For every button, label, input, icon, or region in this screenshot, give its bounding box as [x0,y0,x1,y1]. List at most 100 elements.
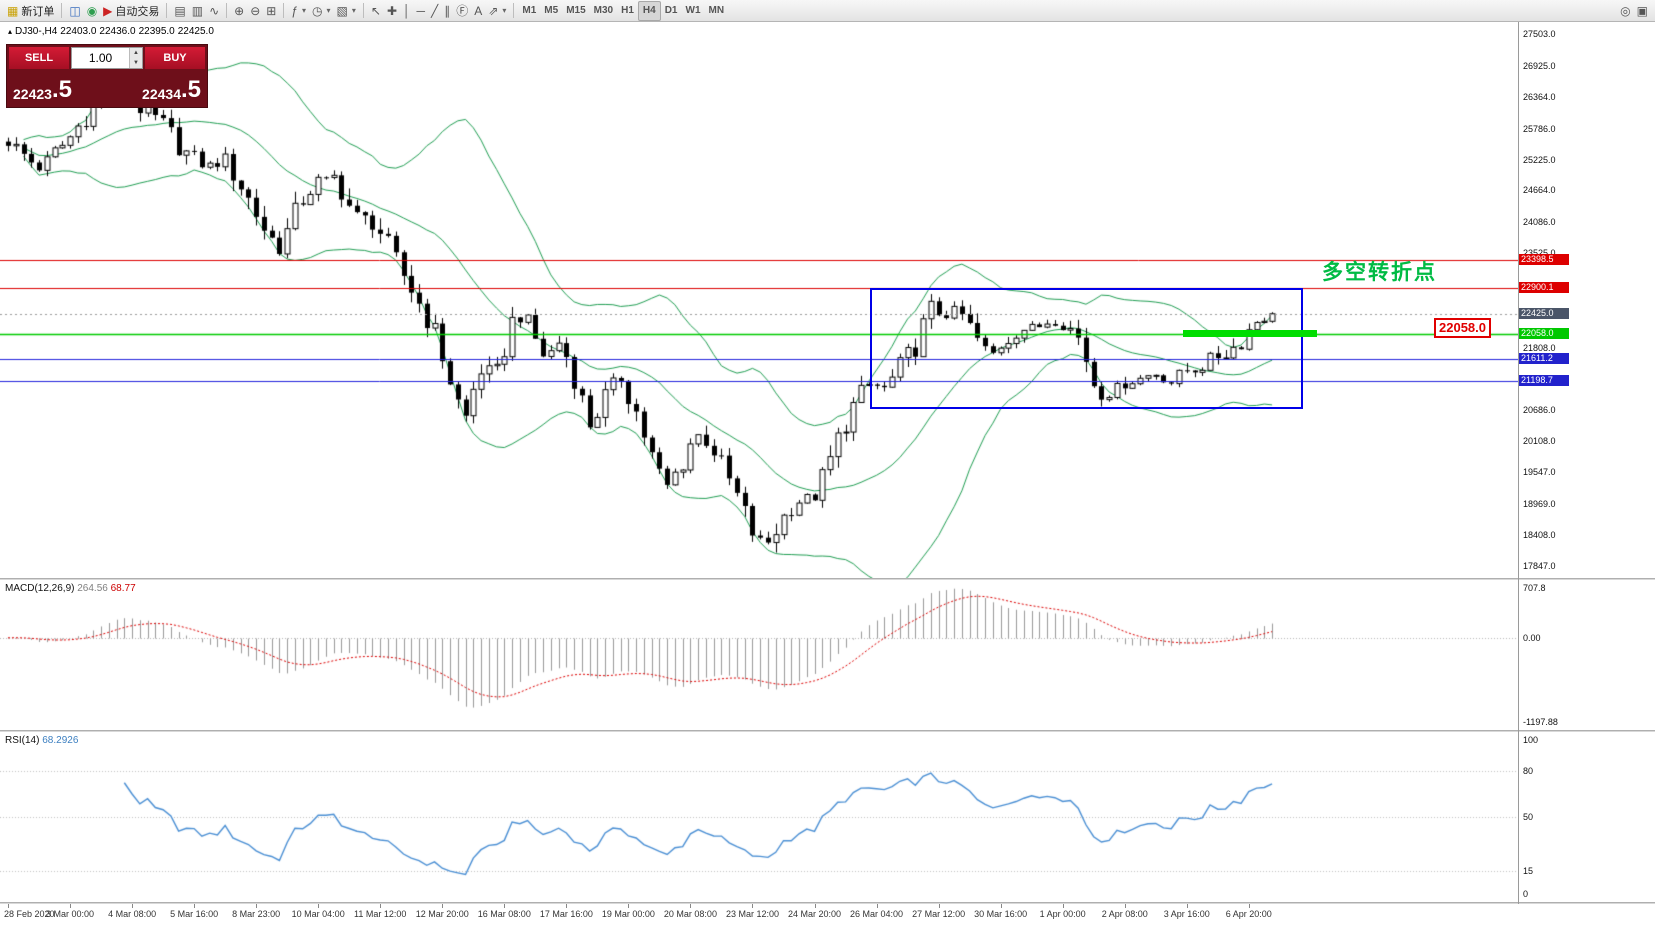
one-click-toggle-icon[interactable]: ▴ [8,27,13,36]
arrows-tool-icon[interactable]: ⇗ ▾ [485,2,509,20]
search-icon-glyph: ◎ [1620,3,1631,18]
horizontal-line-icon[interactable]: ─ [414,2,429,20]
ohlc-open: 22403.0 [60,26,97,37]
trendline-icon[interactable]: ╱ [428,2,441,20]
time-axis-tick [1187,904,1188,908]
auto-trading-button[interactable]: ▶ 自动交易 [100,2,162,20]
tile-windows-icon-glyph: ⊞ [266,3,277,18]
ohlc-high: 22436.0 [99,26,136,37]
zoom-out-icon[interactable]: ⊖ [247,2,263,20]
time-axis-tick [504,904,505,908]
chart-symbol-period: DJ30-,H4 [15,26,58,37]
time-axis[interactable]: 28 Feb 2020 3 Mar 00:00 4 Mar 08:00 5 Mar 1… [0,904,1655,945]
main-chart-canvas[interactable] [0,22,1518,578]
chart-candles-icon-glyph: ▥ [191,3,204,18]
toolbar-separator [166,3,168,18]
chart-window-icon[interactable]: ◫ [66,2,83,20]
macd-signal-value: 68.77 [110,583,136,594]
timeframe-d1-button[interactable]: D1 [661,2,682,20]
timeframe-h4-button[interactable]: H4 [637,0,661,21]
chart-line-icon[interactable]: ∿ [206,2,222,20]
pane-splitter[interactable] [0,578,1655,580]
rsi-axis-tick: 0 [1523,889,1529,899]
sell-price-frac: .5 [51,76,72,103]
volume-decrease-icon[interactable]: ▼ [130,58,142,68]
timeframe-w1-button[interactable]: W1 [682,2,705,20]
price-axis-tick: 18969.0 [1523,499,1556,510]
buy-button[interactable]: BUY [145,47,205,69]
price-axis-tick: 27503.0 [1523,29,1556,39]
timeframe-m30-button[interactable]: M30 [590,2,617,20]
channel-icon[interactable]: ∥ [441,2,453,20]
new-order-button[interactable]: ▦ 新订单 [4,2,57,20]
text-label-icon[interactable]: A [471,2,485,20]
dropdown-arrow-icon: ▾ [351,6,356,15]
time-axis-label: 12 Mar 20:00 [415,909,469,919]
consolidation-rectangle[interactable] [870,288,1303,409]
volume-value[interactable]: 1.00 [88,51,113,65]
support-highlight-segment[interactable] [1183,330,1317,337]
periods-icon[interactable]: ◷ ▾ [309,2,334,20]
turning-point-annotation[interactable]: 多空转折点 [1322,261,1437,284]
new-order-button-label: 新订单 [21,5,55,18]
timeframe-m5-button[interactable]: M5 [540,2,562,20]
zoom-in-icon[interactable]: ⊕ [231,2,247,20]
sell-price[interactable]: 22423.5 [9,69,107,105]
volume-increase-icon[interactable]: ▲ [130,48,142,58]
vertical-line-icon[interactable]: │ [400,2,414,20]
dropdown-arrow-icon: ▾ [502,6,507,15]
chart-bars-icon[interactable]: ▤ [171,2,188,20]
timeframe-d1-button-label: D1 [664,5,678,16]
time-axis-label: 27 Mar 12:00 [912,909,966,919]
cursor-icon[interactable]: ↖ [368,2,384,20]
time-axis-tick [194,904,195,908]
fibonacci-icon[interactable]: Ⓕ [453,2,471,20]
time-axis-label: 17 Mar 16:00 [539,909,593,919]
buy-price[interactable]: 22434.5 [107,69,205,105]
crosshair-icon[interactable]: ✚ [384,2,400,20]
time-axis-label: 16 Mar 08:00 [477,909,531,919]
time-axis-label: 11 Mar 12:00 [354,909,407,919]
time-axis-tick [380,904,381,908]
volume-field[interactable]: 1.00 ▲ ▼ [71,47,143,69]
timeframe-mn-button[interactable]: MN [705,2,729,20]
timeframe-m1-button[interactable]: M1 [518,2,540,20]
price-axis-tick: 20108.0 [1523,436,1556,447]
timeframe-h1-button[interactable]: H1 [617,2,638,20]
rsi-pane-canvas[interactable] [0,732,1518,902]
time-axis-label: 4 Mar 08:00 [108,909,157,919]
tile-windows-icon[interactable]: ⊞ [263,2,279,20]
time-axis-tick [8,904,9,908]
price-axis-tick: 23525.0 [1523,248,1556,258]
data-window-icon-glyph: ▣ [1636,3,1648,18]
templates-icon[interactable]: ▧ ▾ [334,2,359,20]
timeframe-m15-button[interactable]: M15 [562,2,589,20]
macd-name: MACD(12,26,9) [5,583,75,594]
data-window-icon[interactable]: ▣ [1634,2,1651,20]
pane-splitter[interactable] [0,730,1655,732]
indicators-icon[interactable]: ƒ ▾ [288,2,309,20]
macd-pane-canvas[interactable] [0,580,1518,730]
profiles-icon[interactable]: ◉ [84,2,100,20]
price-callout-label[interactable]: 22058.0 [1434,318,1491,338]
price-axis-tick: 24664.0 [1523,185,1556,196]
timeframe-m5-button-label: M5 [544,5,559,16]
time-axis-tick [939,904,940,908]
time-axis-tick [690,904,691,908]
timeframe-w1-button-label: W1 [685,5,701,16]
search-icon[interactable]: ◎ [1617,2,1633,20]
auto-trading-button-label: 自动交易 [115,5,160,18]
toolbar-separator [226,3,228,18]
time-axis-tick [1063,904,1064,908]
zoom-out-icon-glyph: ⊖ [250,3,261,18]
pane-splitter[interactable] [0,902,1655,904]
rsi-axis-tick: 80 [1523,765,1534,776]
macd-main-value: 264.56 [77,583,108,594]
chart-candles-icon[interactable]: ▥ [189,2,206,20]
sell-button[interactable]: SELL [9,47,69,69]
time-axis-label: 20 Mar 08:00 [663,909,717,919]
time-axis-tick [815,904,816,908]
rsi-axis-tick: 15 [1523,865,1534,876]
buy-price-main: 22434 [142,85,181,102]
dropdown-arrow-icon: ▾ [302,6,307,15]
